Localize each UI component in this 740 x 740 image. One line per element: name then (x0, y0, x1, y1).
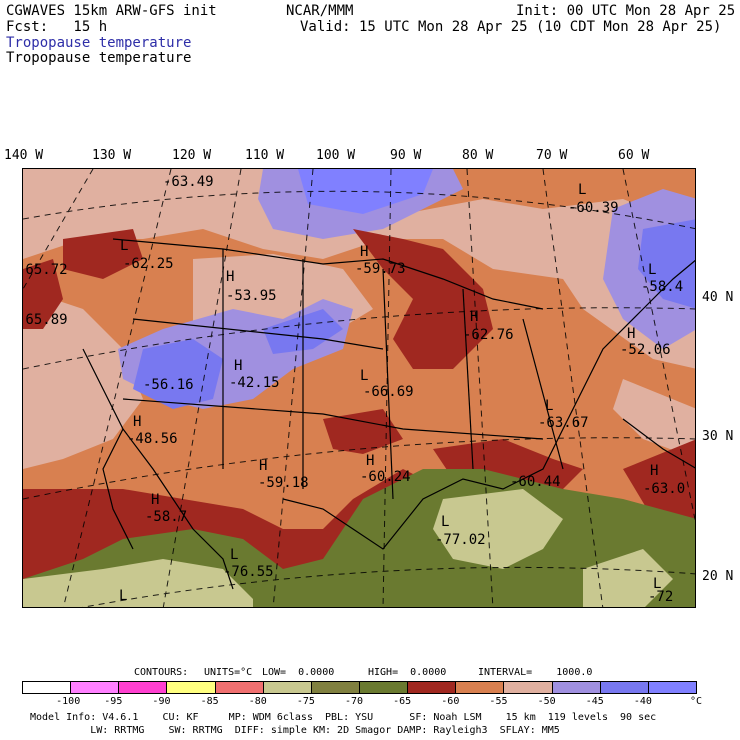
colorbar-tick-label: -60 (441, 696, 460, 707)
lon-label: 60 W (618, 148, 650, 163)
map-extremum-label: H (133, 414, 142, 430)
map-extremum-label: -52.06 (620, 342, 671, 358)
init-time: Init: 00 UTC Mon 28 Apr 25 (516, 3, 736, 19)
high-label: HIGH= 0.0000 (368, 667, 447, 678)
colorbar-tick-label: -50 (537, 696, 556, 707)
map-extremum-label: H (259, 458, 268, 474)
lon-label: 120 W (172, 148, 212, 163)
map-extremum-label: L (360, 368, 369, 384)
org-label: NCAR/MMM (286, 3, 354, 19)
lon-label: 90 W (390, 148, 422, 163)
map-extremum-label: -60.39 (568, 200, 619, 216)
map-extremum-label: -72 (648, 589, 674, 605)
colorbar-tick-label: -70 (345, 696, 364, 707)
map-extremum-label: -56.16 (143, 377, 194, 393)
map-extremum-label: L (648, 262, 657, 278)
colorbar-segment (647, 681, 697, 694)
map-extremum-label: L (545, 398, 554, 414)
map-extremum-label: L (653, 576, 662, 592)
colorbar-tick-label: -95 (104, 696, 123, 707)
lon-label: 140 W (4, 148, 44, 163)
map-extremum-label: H (366, 453, 375, 469)
colorbar-segment (70, 681, 120, 694)
colorbar-tick-label: -65 (393, 696, 412, 707)
map-extremum-label: -60.24 (360, 469, 411, 485)
forecast-hour: Fcst: 15 h (6, 19, 108, 35)
colorbar-segment (214, 681, 264, 694)
map-extremum-label: H (151, 492, 160, 508)
colorbar-segment (118, 681, 168, 694)
colored-field-title: Tropopause temperature (6, 35, 192, 51)
map-extremum-label: H (470, 309, 479, 325)
colorbar-segment (310, 681, 360, 694)
map-extremum-label: L (441, 514, 450, 530)
valid-time: Valid: 15 UTC Mon 28 Apr 25 (10 CDT Mon … (300, 19, 722, 35)
lat-label: 40 N (702, 290, 734, 305)
map-extremum-label: -65.89 (22, 312, 68, 328)
tropopause-temperature-map: -63.49 L -60.39 L -62.25 -65.72 H -53.95… (22, 168, 696, 608)
colorbar-tick-label: -40 (633, 696, 652, 707)
colorbar-tick-label: -55 (489, 696, 508, 707)
colorbar-tick-label: -90 (152, 696, 171, 707)
lon-label: 110 W (245, 148, 285, 163)
colorbar-segment (551, 681, 601, 694)
colorbar-segment (455, 681, 505, 694)
contours-label: CONTOURS: (134, 667, 189, 678)
map-extremum-label: -58.7 (145, 509, 188, 525)
model-title: CGWAVES 15km ARW-GFS init (6, 3, 217, 19)
model-info-line: Model Info: V4.6.1 CU: KF MP: WDM 6class… (30, 712, 657, 723)
lon-label: 80 W (462, 148, 494, 163)
map-extremum-label: -59.18 (258, 475, 309, 491)
colorbar-tick-label: -80 (248, 696, 267, 707)
map-extremum-label: L (578, 182, 587, 198)
map-extremum-label: L (119, 588, 128, 604)
model-physics-line: LW: RRTMG SW: RRTMG DIFF: simple KM: 2D … (30, 725, 560, 736)
colorbar-segment (359, 681, 409, 694)
colorbar-segment (166, 681, 216, 694)
map-extremum-label: -53.95 (226, 288, 277, 304)
map-extremum-label: -48.56 (127, 431, 178, 447)
map-extremum-label: -63.67 (538, 415, 589, 431)
colorbar-tick-label: -100 (56, 696, 81, 707)
map-extremum-label: -42.15 (229, 375, 280, 391)
map-extremum-label: -63.0 (643, 481, 686, 497)
map-extremum-label: -65.72 (22, 262, 68, 278)
colorbar-segment (22, 681, 72, 694)
colorbar-segment (503, 681, 553, 694)
map-extremum-label: -76.55 (223, 564, 274, 580)
lon-label: 100 W (316, 148, 356, 163)
map-extremum-label: H (650, 463, 659, 479)
map-extremum-label: L (120, 238, 129, 254)
map-extremum-label: -62.25 (123, 256, 174, 272)
map-extremum-label: -59.73 (355, 261, 406, 277)
colorbar-tick-label: -75 (296, 696, 315, 707)
units-label: UNITS=°C (204, 667, 253, 678)
map-extremum-label: H (627, 326, 636, 342)
lon-label: 130 W (92, 148, 132, 163)
map-extremum-label: H (234, 358, 243, 374)
colorbar-tick-label: -85 (200, 696, 219, 707)
map-extremum-label: -66.69 (363, 384, 414, 400)
lat-label: 20 N (702, 569, 734, 584)
lon-label: 70 W (536, 148, 568, 163)
interval-label: INTERVAL= 1000.0 (478, 667, 593, 678)
map-extremum-label: -62.76 (463, 327, 514, 343)
map-extremum-label: -58.4 (641, 279, 684, 295)
map-extremum-label: H (360, 244, 369, 260)
map-extremum-label: -60.44 (510, 474, 561, 490)
colorbar-tick-label: -45 (585, 696, 604, 707)
contour-field-title: Tropopause temperature (6, 50, 192, 66)
low-label: LOW= 0.0000 (262, 667, 335, 678)
map-extremum-label: H (226, 269, 235, 285)
colorbar-segment (262, 681, 312, 694)
map-extremum-label: -63.49 (163, 174, 214, 190)
colorbar-segment (599, 681, 649, 694)
map-extremum-label: L (230, 547, 239, 563)
lat-label: 30 N (702, 429, 734, 444)
map-extremum-label: -77.02 (435, 532, 486, 548)
colorbar-unit: °C (690, 696, 703, 707)
colorbar-segment (407, 681, 457, 694)
